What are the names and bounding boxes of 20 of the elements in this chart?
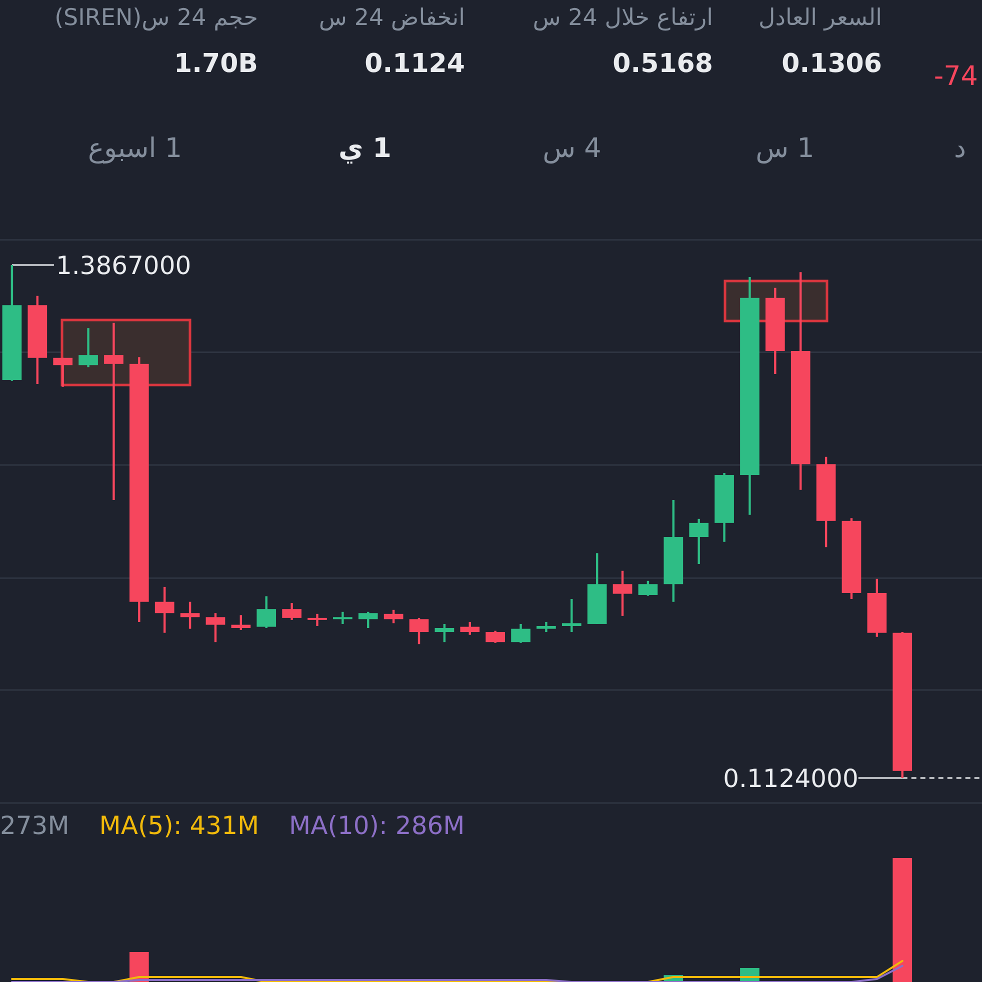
text: 0.5168 [612, 49, 713, 79]
text: السعر العادل [758, 5, 882, 31]
text: 0.1306 [782, 49, 882, 79]
text: 4 س [542, 133, 602, 164]
text: 1 س [756, 133, 814, 164]
text: 0.1124 [364, 49, 465, 79]
bar [892, 858, 912, 982]
text: MA(10): 286M [289, 811, 465, 840]
text: 1 اسبوع [88, 133, 182, 164]
text: ارتفاع خلال 24 س [532, 5, 713, 31]
annotation: 0.1124000 [723, 764, 858, 793]
annotation: 1.3867000 [56, 251, 192, 280]
text: -74 [934, 61, 978, 92]
text: 1 ي [338, 133, 392, 164]
text: 273M [0, 811, 70, 840]
text: انخفاض 24 س [318, 5, 465, 31]
text: MA(5): 431M [99, 811, 260, 840]
text: حجم 24 س(SIREN) [54, 5, 258, 31]
text: 1.70B [174, 49, 258, 79]
text: د [954, 133, 966, 164]
